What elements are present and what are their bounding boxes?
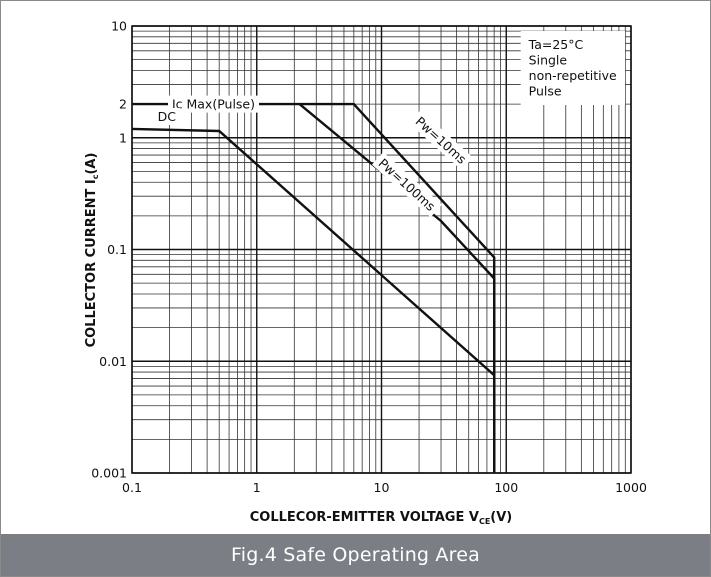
legend-line: non-repetitive	[529, 68, 617, 83]
annotation-background	[167, 95, 260, 113]
annotation-background	[371, 152, 442, 218]
y-tick-label: 0.001	[91, 466, 127, 481]
x-tick-label: 0.1	[122, 480, 142, 495]
x-tick-label: 100	[494, 480, 518, 495]
x-tick-label: 10	[374, 480, 390, 495]
y-tick-label: 10	[111, 19, 127, 34]
legend-line: Pulse	[529, 84, 562, 99]
series-line-dc	[131, 127, 496, 473]
grid-major	[131, 25, 632, 474]
annotation-text: DC	[158, 109, 177, 124]
series-lines	[131, 102, 496, 473]
y-tick-label: 2	[119, 97, 127, 112]
x-tick-label: 1	[253, 480, 261, 495]
x-tick-labels: 0.1 1 10 100 1000	[122, 480, 647, 495]
legend-line: Single	[529, 53, 568, 68]
annotation-dc: DC	[153, 107, 181, 125]
figure-caption: Fig.4 Safe Operating Area	[231, 544, 480, 566]
y-tick-label: 0.01	[99, 354, 127, 369]
annotation-background	[409, 110, 474, 171]
soa-chart: 0.1 1 10 100 1000 0.001 0.01 0.1 1 2 10 Ic Max(Pu…	[84, 19, 647, 527]
caption-bar: Fig.4 Safe Operating Area	[1, 534, 710, 576]
y-axis-label: COLLECTOR CURRENT Ic(A)	[84, 153, 100, 348]
x-axis-label: COLLECOR-EMITTER VOLTAGE VCE(V)	[250, 510, 513, 526]
x-tick-label: 1000	[615, 480, 647, 495]
annotation-text: Ic Max(Pulse)	[172, 97, 255, 112]
legend-line: Ta=25°C	[528, 37, 584, 52]
legend-background	[520, 31, 625, 105]
series-line-pw-10ms	[132, 102, 496, 473]
y-tick-label: 1	[119, 130, 127, 145]
plot-border	[131, 25, 632, 474]
y-tick-label: 0.1	[107, 242, 127, 257]
annotation-background	[153, 107, 181, 125]
annotation-ic-max: Ic Max(Pulse)	[167, 95, 260, 113]
y-tick-labels: 0.001 0.01 0.1 1 2 10	[91, 19, 127, 481]
